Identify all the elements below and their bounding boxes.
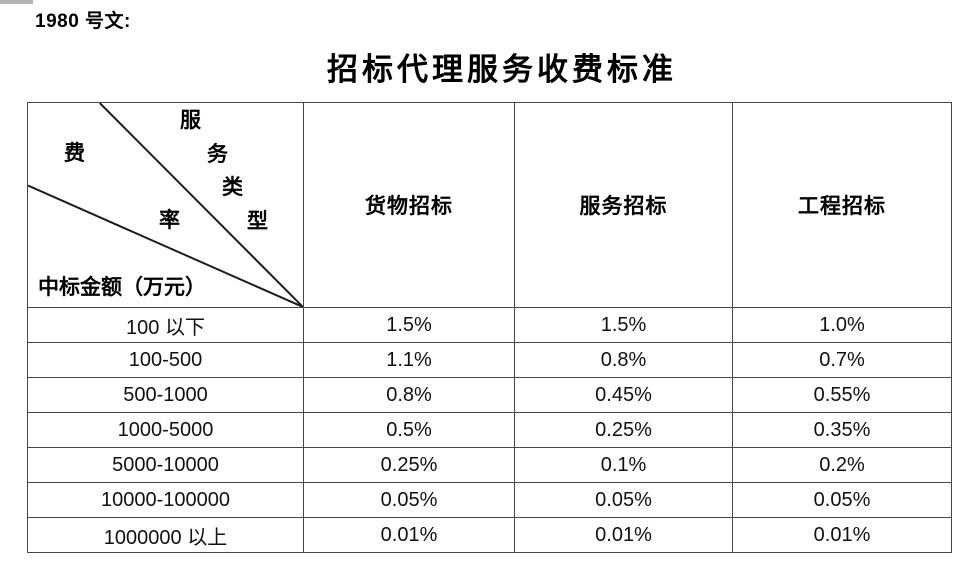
- fee-value: 0.45%: [514, 377, 733, 413]
- screenshot-edge-artifact: [0, 0, 33, 4]
- fee-value: 0.01%: [303, 517, 515, 553]
- fee-value: 0.5%: [303, 412, 515, 448]
- fee-value: 1.5%: [514, 307, 733, 343]
- row-amount: 1000-5000: [27, 412, 304, 448]
- row-amount: 100 以下: [27, 307, 304, 343]
- fee-value: 0.01%: [732, 517, 952, 553]
- fee-value: 0.1%: [514, 447, 733, 483]
- row-amount: 500-1000: [27, 377, 304, 413]
- corner-service-type-char: 务: [207, 142, 228, 166]
- fee-value: 0.2%: [732, 447, 952, 483]
- fee-value: 0.25%: [303, 447, 515, 483]
- fee-value: 0.05%: [514, 482, 733, 518]
- fee-value: 1.5%: [303, 307, 515, 343]
- table-header-row: 服 务 类 型 费 率 中标金额（万元） 货物招标 服务招标 工程招标: [27, 102, 952, 308]
- diagonal-corner-cell: 服 务 类 型 费 率 中标金额（万元）: [27, 102, 304, 308]
- page-title: 招标代理服务收费标准: [327, 52, 677, 87]
- fee-value: 0.01%: [514, 517, 733, 553]
- row-amount: 1000000 以上: [27, 517, 304, 553]
- corner-service-type-char: 型: [247, 209, 268, 233]
- table-row: 100-500 1.1% 0.8% 0.7%: [27, 342, 952, 378]
- table-row: 1000000 以上 0.01% 0.01% 0.01%: [27, 517, 952, 553]
- corner-amount-label: 中标金额（万元）: [38, 275, 206, 299]
- fee-value: 1.0%: [732, 307, 952, 343]
- table-row: 5000-10000 0.25% 0.1% 0.2%: [27, 447, 952, 483]
- row-amount: 10000-100000: [27, 482, 304, 518]
- column-header-service: 服务招标: [514, 102, 733, 308]
- fee-value: 0.7%: [732, 342, 952, 378]
- fee-value: 1.1%: [303, 342, 515, 378]
- fee-standard-table: 服 务 类 型 费 率 中标金额（万元） 货物招标 服务招标 工程招标 100 …: [27, 102, 952, 553]
- table-row: 10000-100000 0.05% 0.05% 0.05%: [27, 482, 952, 518]
- fee-value: 0.25%: [514, 412, 733, 448]
- row-amount: 100-500: [27, 342, 304, 378]
- fee-value: 0.35%: [732, 412, 952, 448]
- column-header-engineering: 工程招标: [732, 102, 952, 308]
- table-row: 500-1000 0.8% 0.45% 0.55%: [27, 377, 952, 413]
- diagonal-split-lines: [28, 103, 303, 307]
- corner-fee-rate-char: 率: [159, 208, 180, 232]
- table-row: 1000-5000 0.5% 0.25% 0.35%: [27, 412, 952, 448]
- corner-service-type-char: 类: [222, 175, 243, 199]
- corner-fee-rate-char: 费: [64, 141, 85, 165]
- fee-value: 0.05%: [303, 482, 515, 518]
- fee-value: 0.8%: [303, 377, 515, 413]
- table-row: 100 以下 1.5% 1.5% 1.0%: [27, 307, 952, 343]
- doc-number: 1980 号文:: [35, 11, 131, 32]
- fee-value: 0.55%: [732, 377, 952, 413]
- fee-value: 0.05%: [732, 482, 952, 518]
- column-header-goods: 货物招标: [303, 102, 515, 308]
- row-amount: 5000-10000: [27, 447, 304, 483]
- corner-service-type-char: 服: [180, 108, 201, 132]
- fee-value: 0.8%: [514, 342, 733, 378]
